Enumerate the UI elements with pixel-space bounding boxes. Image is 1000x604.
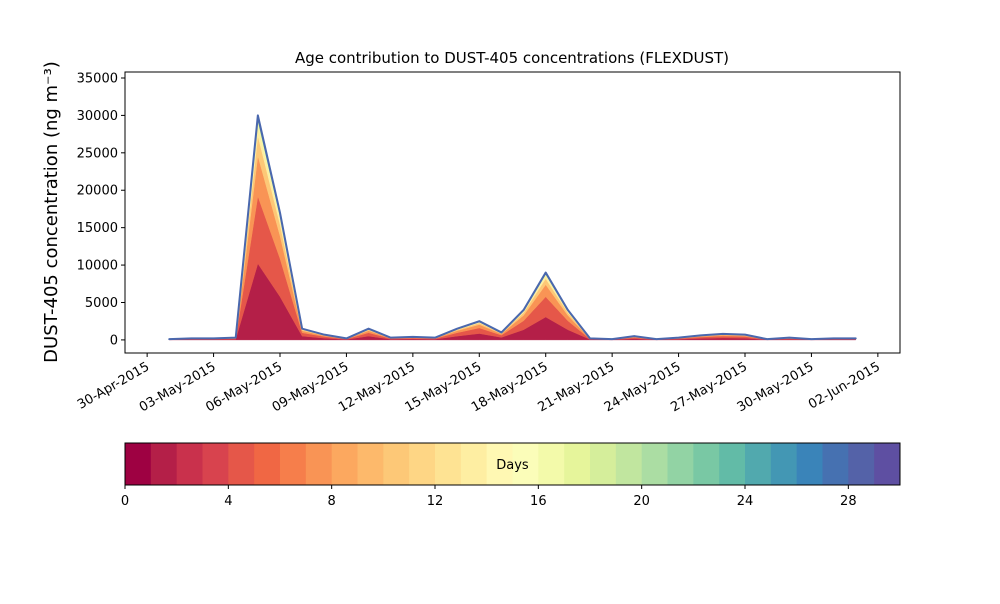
y-tick-label: 20000 <box>77 184 118 199</box>
colorbar-tick-label: 28 <box>840 494 857 509</box>
colorbar-bin <box>202 443 229 485</box>
colorbar-bin <box>667 443 694 485</box>
colorbar-bin <box>383 443 410 485</box>
y-tick-label: 30000 <box>77 109 118 124</box>
colorbar-bin <box>590 443 617 485</box>
colorbar-bin <box>305 443 333 485</box>
colorbar-tick-label: 4 <box>224 494 232 509</box>
colorbar-bin <box>874 443 901 485</box>
colorbar-bin <box>770 443 798 485</box>
colorbar-bin <box>357 443 384 485</box>
colorbar-tick-label: 12 <box>427 494 444 509</box>
y-axis-label: DUST-405 concentration (ng m⁻³) <box>41 61 62 363</box>
colorbar-bin <box>486 443 513 485</box>
colorbar-bin <box>615 443 643 485</box>
colorbar-tick-label: 20 <box>633 494 650 509</box>
colorbar-tick-label: 16 <box>530 494 547 509</box>
area <box>168 114 857 341</box>
colorbar-bin <box>641 443 668 485</box>
colorbar-bin <box>848 443 875 485</box>
colorbar-tick-label: 24 <box>737 494 754 509</box>
colorbar-bin <box>796 443 823 485</box>
colorbar-bin <box>435 443 462 485</box>
colorbar-bin <box>564 443 591 485</box>
y-tick-label: 25000 <box>77 146 118 161</box>
colorbar-bin <box>254 443 281 485</box>
colorbar-bin <box>693 443 720 485</box>
colorbar-bin <box>460 443 488 485</box>
colorbar-bin <box>150 443 178 485</box>
colorbar-bin <box>176 443 203 485</box>
colorbar-bin <box>538 443 565 485</box>
colorbar-bin <box>745 443 772 485</box>
colorbar-bin <box>228 443 255 485</box>
colorbar-bin <box>719 443 746 485</box>
y-tick-label: 10000 <box>77 259 118 274</box>
colorbar-tick-label: 8 <box>328 494 336 509</box>
colorbar-bin <box>280 443 307 485</box>
y-tick-label: 5000 <box>85 296 118 311</box>
colorbar-frame <box>124 442 901 486</box>
colorbar-bin <box>409 443 436 485</box>
colorbar-tick-label: 0 <box>121 494 129 509</box>
chart-title: Age contribution to DUST-405 concentrati… <box>295 49 729 67</box>
y-tick-label: 35000 <box>77 71 118 86</box>
colorbar-bin <box>125 443 152 485</box>
x-tick-label: 02-Jun-2015 <box>806 359 883 412</box>
colorbar-bin <box>512 443 539 485</box>
colorbar-bin <box>331 443 358 485</box>
colorbar-label: Days <box>496 458 529 473</box>
plot-frame <box>124 71 901 354</box>
y-tick-label: 15000 <box>77 221 118 236</box>
y-tick-label: 0 <box>110 333 118 348</box>
colorbar-bin <box>822 443 849 485</box>
